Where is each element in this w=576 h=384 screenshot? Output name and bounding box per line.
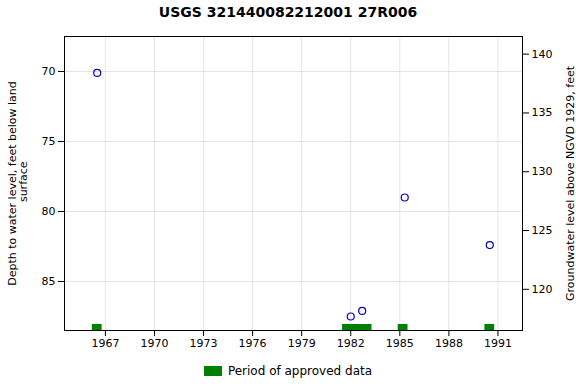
html-text:Period of approved data: Period of approved data	[227, 364, 373, 378]
svg-text:85: 85	[42, 275, 56, 288]
svg-text:135: 135	[532, 106, 553, 119]
html-text:USGS 321440082212001 27R006: USGS 321440082212001 27R006	[158, 4, 418, 20]
svg-text:1973: 1973	[190, 337, 218, 350]
svg-text:1967: 1967	[91, 337, 119, 350]
svg-text:75: 75	[42, 135, 56, 148]
svg-text:1985: 1985	[386, 337, 414, 350]
svg-text:1970: 1970	[140, 337, 168, 350]
svg-text:1988: 1988	[435, 337, 463, 350]
svg-text:Groundwater level above NGVD 1: Groundwater level above NGVD 1929, feet	[564, 65, 576, 301]
svg-text:80: 80	[42, 205, 56, 218]
svg-text:Depth to water level, feet bel: Depth to water level, feet below land su…	[6, 81, 30, 286]
svg-text:1991: 1991	[484, 337, 512, 350]
svg-text:125: 125	[532, 224, 553, 237]
svg-text:130: 130	[532, 165, 553, 178]
svg-text:140: 140	[532, 48, 553, 61]
svg-text:120: 120	[532, 283, 553, 296]
svg-text:1979: 1979	[288, 337, 316, 350]
svg-text:1982: 1982	[337, 337, 365, 350]
svg-text:1976: 1976	[239, 337, 267, 350]
svg-text:70: 70	[42, 65, 56, 78]
